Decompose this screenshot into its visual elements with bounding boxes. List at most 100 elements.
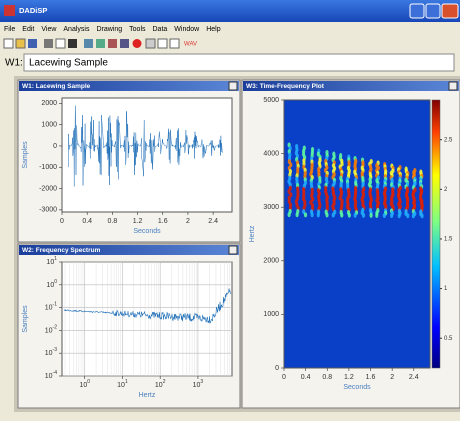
spectral-blob [304, 212, 307, 217]
spectral-blob [406, 213, 409, 218]
spectral-blob [348, 213, 351, 218]
y-axis-label: Samples [22, 141, 29, 169]
tick-label: -1000 [39, 164, 57, 171]
spectral-blob [383, 213, 386, 218]
window-label: W1: [5, 58, 23, 69]
tick-label: 0.8 [108, 218, 118, 225]
tick-exponent: 1 [54, 256, 57, 262]
spectral-blob [354, 213, 357, 218]
tick-label: 3000 [263, 204, 279, 211]
tick-base: 10 [79, 382, 87, 389]
toolbar-label[interactable]: WAV [184, 42, 197, 48]
tick-label: 2 [390, 374, 394, 381]
window-close[interactable] [449, 82, 457, 90]
tick-label: 1000 [41, 121, 57, 128]
spectral-blob [390, 213, 393, 218]
tick-base: 10 [46, 282, 54, 289]
tick-label: 0 [275, 365, 279, 372]
x-axis-label: Seconds [343, 384, 371, 391]
tick-exponent: -1 [53, 302, 58, 308]
spectral-blob [296, 212, 299, 217]
tick-label: 1.2 [133, 218, 143, 225]
spectral-blob [325, 213, 328, 218]
tick-exponent: 0 [87, 379, 90, 385]
tick-base: 10 [45, 350, 53, 357]
app-title: DADiSP [19, 6, 47, 15]
menu-item[interactable]: View [41, 26, 57, 33]
tick-label: 5000 [263, 97, 279, 104]
tick-base: 10 [46, 259, 54, 266]
minimize-button[interactable] [410, 4, 424, 18]
menu-item[interactable]: Help [206, 26, 221, 33]
colorbar-tick-label: 1.5 [444, 237, 453, 243]
x-axis-label: Seconds [133, 228, 161, 235]
title-bar [0, 0, 460, 22]
maximize-button[interactable] [426, 4, 440, 18]
tick-label: 1.6 [366, 374, 376, 381]
x-axis-label: Hertz [139, 392, 156, 399]
spectral-blob [311, 212, 314, 217]
tick-label: 4000 [263, 150, 279, 157]
plot-area [284, 100, 430, 368]
tick-exponent: 3 [200, 379, 203, 385]
close-button[interactable] [442, 4, 458, 18]
spectral-blob [398, 213, 401, 218]
tick-label: 2.4 [409, 374, 419, 381]
plot-area [62, 98, 232, 212]
tick-label: 0.8 [322, 374, 332, 381]
window-title: W3: Time-Frequency Plot [246, 83, 325, 90]
tick-label: 0 [53, 143, 57, 150]
tick-label: 1000 [263, 311, 279, 318]
window-title: W1: Lacewing Sample [22, 83, 91, 90]
formula-text: Lacewing Sample [29, 58, 108, 69]
app-icon [4, 5, 15, 16]
tick-label: 0.4 [82, 218, 92, 225]
menu-item[interactable]: Data [153, 26, 168, 33]
spectral-blob [340, 213, 343, 218]
toolbar [4, 39, 179, 48]
spectral-blob [332, 213, 335, 218]
tick-label: 2.4 [208, 218, 218, 225]
tick-base: 10 [155, 382, 163, 389]
tick-label: 1.6 [158, 218, 168, 225]
colorbar-tick-label: 2.5 [444, 137, 453, 143]
tick-label: 2000 [41, 100, 57, 107]
tick-label: 0.4 [301, 374, 311, 381]
spectral-blob [420, 213, 423, 218]
menu-item[interactable]: Window [174, 26, 200, 33]
spectral-blob [412, 213, 415, 218]
menu-item[interactable]: Drawing [96, 26, 122, 33]
window-title: W2: Frequency Spectrum [22, 247, 101, 254]
tick-label: -2000 [39, 185, 57, 192]
y-axis-label: Samples [22, 305, 29, 333]
tick-exponent: -3 [53, 348, 58, 354]
window-close[interactable] [229, 82, 237, 90]
y-axis-label: Hertz [249, 225, 256, 242]
tick-label: 0 [60, 218, 64, 225]
tick-base: 10 [45, 304, 53, 311]
colorbar [432, 100, 440, 368]
tick-exponent: 2 [163, 379, 166, 385]
spectral-blob [317, 212, 320, 217]
menu-item[interactable]: File [4, 26, 15, 33]
tick-exponent: 0 [54, 279, 57, 285]
tick-base: 10 [193, 382, 201, 389]
plot-area [62, 262, 232, 376]
tick-exponent: -4 [53, 370, 58, 376]
menu-item[interactable]: Edit [22, 26, 34, 33]
tick-label: -3000 [39, 207, 57, 214]
tick-label: 1.2 [344, 374, 354, 381]
tick-label: 2000 [263, 258, 279, 265]
spectral-blob [362, 213, 365, 218]
tick-base: 10 [117, 382, 125, 389]
spectral-blob [288, 212, 291, 217]
spectral-blob [375, 213, 378, 218]
tick-base: 10 [45, 327, 53, 334]
app-window: DADiSP File Edit View Analysis Drawing Tools D… [0, 0, 460, 421]
menu-item[interactable]: Analysis [63, 26, 90, 33]
colorbar-tick-label: 0.5 [444, 336, 453, 342]
menu-item[interactable]: Tools [129, 26, 146, 33]
tick-label: 2 [186, 218, 190, 225]
tick-base: 10 [45, 373, 53, 380]
window-close[interactable] [229, 246, 237, 254]
